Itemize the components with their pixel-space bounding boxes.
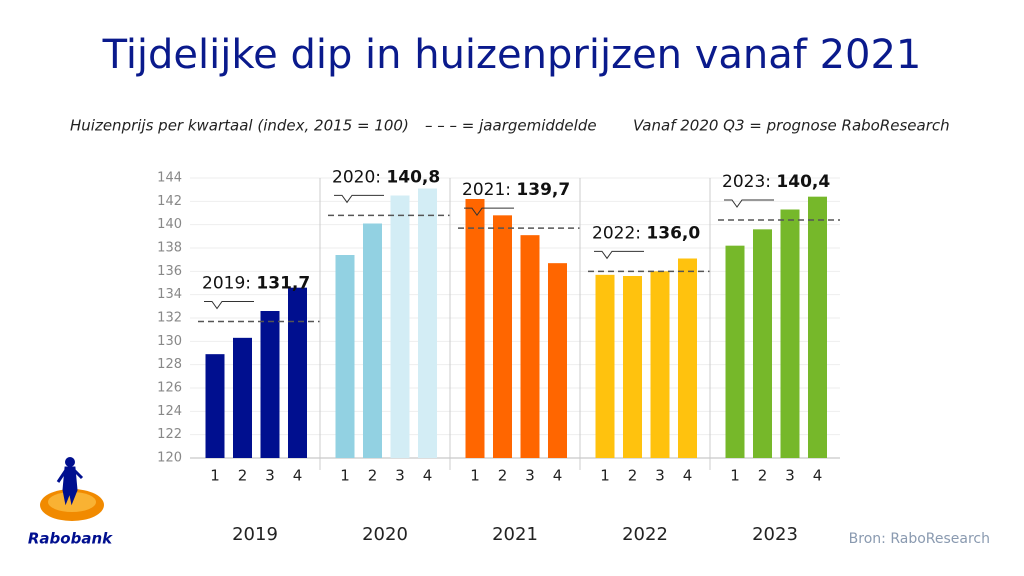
x-tick-label: 4 (813, 467, 823, 485)
bar (260, 311, 280, 458)
y-tick-label: 134 (157, 287, 182, 302)
callout (204, 301, 254, 310)
bar (808, 196, 827, 458)
x-tick-label: 2 (758, 467, 768, 485)
bar (753, 229, 772, 458)
year-label: 2019 (232, 524, 278, 545)
bar (725, 245, 745, 458)
callout (724, 199, 774, 208)
y-tick-label: 144 (157, 171, 182, 186)
x-tick-label: 2 (238, 467, 248, 485)
y-tick-label: 124 (157, 404, 182, 419)
y-tick-label: 130 (157, 334, 182, 349)
x-tick-label: 4 (423, 467, 433, 485)
x-tick-label: 1 (600, 467, 610, 485)
x-tick-label: 4 (293, 467, 303, 485)
y-tick-label: 132 (157, 311, 182, 326)
average-title: 2020: (332, 167, 381, 187)
callout (594, 250, 644, 260)
bar (595, 274, 615, 458)
callout (334, 194, 384, 204)
average-label: 2022: 136,0 (592, 223, 700, 243)
chart-title: Tijdelijke dip in huizenprijzen vanaf 20… (102, 32, 922, 78)
x-tick-label: 3 (655, 467, 665, 485)
bar (233, 337, 252, 458)
x-tick-label: 3 (265, 467, 275, 485)
year-label: 2022 (622, 524, 668, 545)
bar (288, 287, 307, 458)
x-tick-label: 1 (730, 467, 740, 485)
x-tick-label: 2 (628, 467, 638, 485)
bar (465, 199, 485, 458)
bar (205, 354, 225, 458)
average-label: 2023: 140,4 (722, 172, 830, 192)
legend-forecast: Vanaf 2020 Q3 = prognose RaboResearch (633, 117, 950, 135)
x-tick-label: 2 (498, 467, 508, 485)
x-tick-label: 3 (525, 467, 535, 485)
average-title: 2019: (202, 274, 251, 294)
bar (548, 263, 567, 458)
average-title: 2021: (462, 180, 511, 200)
subtitle: Huizenprijs per kwartaal (index, 2015 = … (70, 117, 409, 135)
bar (390, 195, 410, 458)
bar (623, 276, 642, 458)
bar (493, 215, 512, 458)
average-label: 2019: 131,7 (202, 274, 310, 294)
average-value: 140,4 (776, 172, 830, 192)
bar (650, 271, 670, 458)
bar (780, 209, 800, 458)
average-title: 2023: (722, 172, 771, 192)
average-value: 140,8 (386, 167, 440, 187)
average-value: 136,0 (646, 223, 700, 243)
bar (363, 223, 382, 458)
average-value: 131,7 (256, 274, 310, 294)
year-label: 2023 (752, 524, 798, 545)
y-tick-label: 136 (157, 264, 182, 279)
bar (418, 188, 437, 458)
y-tick-label: 122 (157, 427, 182, 442)
source: Bron: RaboResearch (849, 531, 990, 547)
bar (335, 255, 355, 458)
logo (40, 457, 104, 521)
x-tick-label: 2 (368, 467, 378, 485)
year-label: 2020 (362, 524, 408, 545)
bar (520, 235, 540, 458)
brand: Rabobank (28, 530, 113, 548)
x-tick-label: 3 (395, 467, 405, 485)
average-label: 2020: 140,8 (332, 167, 440, 187)
y-tick-label: 120 (157, 451, 182, 466)
x-tick-label: 3 (785, 467, 795, 485)
legend-average: – – – = jaargemiddelde (425, 117, 597, 135)
y-tick-label: 138 (157, 241, 182, 256)
average-label: 2021: 139,7 (462, 180, 570, 200)
x-tick-label: 1 (210, 467, 220, 485)
bar (678, 258, 697, 458)
x-tick-label: 1 (470, 467, 480, 485)
y-tick-label: 140 (157, 217, 182, 232)
x-tick-label: 4 (553, 467, 563, 485)
year-label: 2021 (492, 524, 538, 545)
y-tick-label: 128 (157, 357, 182, 372)
x-tick-label: 1 (340, 467, 350, 485)
x-tick-label: 4 (683, 467, 693, 485)
y-tick-label: 126 (157, 381, 182, 396)
average-title: 2022: (592, 223, 641, 243)
callout (464, 207, 514, 217)
average-value: 139,7 (516, 180, 570, 200)
y-tick-label: 142 (157, 194, 182, 209)
